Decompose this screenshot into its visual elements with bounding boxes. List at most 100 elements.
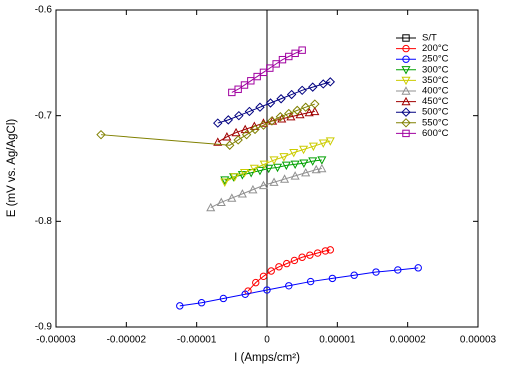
data-point	[321, 247, 330, 255]
data-point	[298, 253, 306, 261]
data-point	[259, 68, 268, 77]
x-tick-label: -0.00003	[36, 335, 76, 346]
series-line	[247, 249, 331, 292]
x-axis-label: I (Amps/cm²)	[234, 352, 300, 364]
legend-text: 450°C	[422, 96, 449, 107]
legend-text: 200°C	[422, 43, 449, 54]
data-point	[372, 268, 380, 276]
data-point	[96, 129, 106, 140]
data-point	[227, 193, 237, 202]
data-point	[290, 256, 299, 265]
data-point	[220, 178, 230, 187]
data-point	[325, 77, 336, 87]
legend-text: S/T	[422, 33, 437, 44]
legend-text: 600°C	[422, 128, 449, 139]
data-point	[285, 282, 293, 290]
legend-text: 550°C	[422, 117, 449, 128]
data-point	[394, 266, 402, 274]
data-point	[234, 85, 242, 93]
data-point	[280, 174, 290, 183]
data-point	[275, 263, 283, 271]
data-point	[241, 290, 249, 298]
x-tick-label: -0.00001	[177, 335, 217, 346]
data-point	[290, 171, 300, 180]
data-point	[237, 189, 247, 198]
legend-marker	[401, 107, 411, 117]
data-point	[249, 164, 259, 174]
legend-marker	[401, 86, 411, 95]
y-tick-label: -0.6	[35, 5, 53, 16]
data-point	[328, 274, 337, 283]
y-tick-label: -0.9	[35, 322, 53, 333]
data-point	[255, 166, 265, 176]
data-point	[289, 148, 299, 158]
data-point	[310, 99, 320, 109]
data-point	[233, 135, 243, 145]
data-point	[272, 60, 280, 68]
legend-marker	[401, 96, 411, 106]
data-point	[259, 272, 268, 280]
legend-text: 350°C	[422, 75, 449, 86]
data-point	[240, 81, 249, 89]
data-point	[350, 271, 358, 279]
data-point	[263, 286, 271, 294]
legend-marker	[402, 129, 410, 138]
series-line	[217, 81, 331, 124]
data-point	[255, 102, 265, 112]
data-point	[219, 294, 228, 303]
data-point	[286, 89, 297, 100]
data-point	[267, 116, 277, 126]
legend-text: 400°C	[422, 86, 449, 97]
data-point	[317, 156, 327, 165]
data-point	[213, 137, 223, 146]
data-point	[308, 142, 318, 152]
data-point	[259, 160, 269, 170]
data-point	[313, 249, 322, 257]
data-point	[325, 137, 335, 146]
data-point	[317, 163, 327, 173]
data-point	[269, 156, 279, 165]
data-point	[299, 145, 309, 155]
data-point	[279, 153, 289, 162]
data-point	[213, 118, 223, 128]
legend-marker	[401, 118, 411, 128]
x-tick-label: 0	[264, 335, 270, 346]
data-point	[269, 177, 279, 186]
data-point	[231, 127, 241, 137]
data-point	[299, 159, 309, 168]
y-tick-label: -0.8	[35, 216, 53, 227]
legend-text: 250°C	[422, 54, 449, 65]
data-point	[197, 298, 206, 307]
data-point	[304, 107, 314, 117]
data-point	[318, 139, 328, 148]
series-line	[100, 103, 315, 146]
y-tick-label: -0.7	[35, 110, 53, 121]
data-point	[292, 105, 302, 116]
data-point	[258, 180, 269, 190]
data-point	[306, 277, 315, 286]
data-point	[223, 115, 234, 125]
data-point	[220, 176, 230, 185]
data-point	[281, 161, 291, 171]
data-point	[300, 102, 311, 112]
data-point	[248, 184, 258, 194]
data-point	[216, 197, 226, 207]
data-point	[252, 278, 260, 287]
data-point	[291, 49, 299, 58]
x-tick-label: 0.00001	[319, 335, 356, 346]
x-tick-label: 0.00002	[390, 335, 427, 346]
data-point	[239, 169, 250, 178]
data-point	[225, 140, 235, 150]
data-point	[258, 120, 269, 130]
x-tick-label: 0.00003	[460, 335, 497, 346]
legend-text: 300°C	[422, 64, 449, 75]
series-line	[179, 267, 419, 307]
data-point	[308, 82, 318, 92]
data-point	[282, 259, 291, 268]
data-point	[297, 85, 307, 96]
data-point	[267, 267, 275, 275]
data-point	[306, 251, 314, 259]
legend-marker	[401, 66, 411, 75]
legend-marker	[402, 34, 410, 42]
